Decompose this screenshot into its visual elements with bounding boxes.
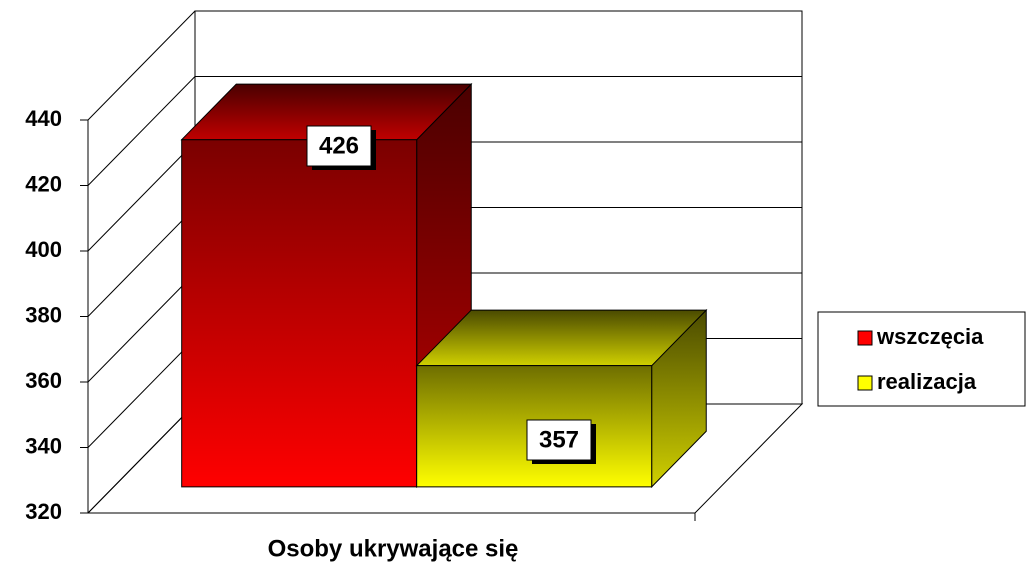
label-box <box>306 125 372 167</box>
y-tick-label: 360 <box>25 368 62 393</box>
y-tick-label: 380 <box>25 302 62 327</box>
grid-line <box>87 272 196 383</box>
data-label: 357 <box>539 426 579 453</box>
legend-box <box>817 311 1026 407</box>
x-category-label: Osoby ukrywające się <box>268 535 519 562</box>
y-tick-label: 440 <box>25 106 62 131</box>
grid-line <box>87 207 196 317</box>
y-tick-label: 420 <box>25 171 62 196</box>
grid-line <box>87 338 196 448</box>
label-box <box>526 419 592 461</box>
grid-line <box>87 10 196 121</box>
bar <box>181 139 418 488</box>
legend-swatch <box>857 375 873 391</box>
legend-swatch <box>857 330 873 346</box>
data-label: 426 <box>319 132 359 159</box>
grid-line <box>87 76 196 186</box>
y-tick-label: 320 <box>25 499 62 524</box>
y-tick-label: 340 <box>25 433 62 458</box>
grid-line <box>87 403 196 514</box>
legend-label: realizacja <box>877 369 977 394</box>
y-tick-label: 400 <box>25 237 62 262</box>
legend-label: wszczęcia <box>876 324 984 349</box>
grid-line <box>87 141 196 252</box>
